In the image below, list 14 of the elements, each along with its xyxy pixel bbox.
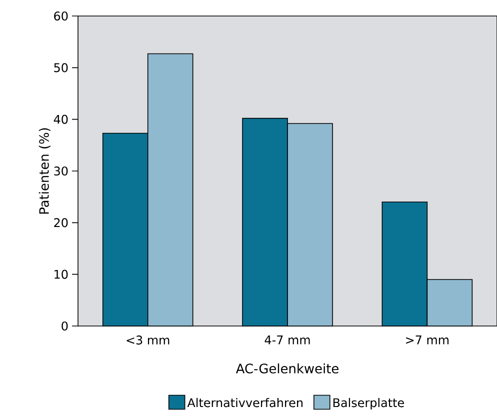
x-axis-title: AC-Gelenkweite [236, 363, 338, 374]
y-tick-label: 60 [54, 11, 68, 21]
y-axis-title: Patienten (%) [38, 128, 50, 214]
y-tick-label: 0 [62, 321, 68, 331]
y-tick-label: 20 [54, 218, 68, 228]
x-tick-label: 4-7 mm [264, 336, 310, 344]
legend-label: Alternativverfahren [187, 398, 302, 408]
y-tick-label: 10 [54, 270, 68, 279]
y-tick-label: 40 [54, 114, 68, 124]
y-tick-label: 30 [54, 166, 68, 176]
x-tick-label: <3 mm [126, 336, 170, 345]
x-tick-label: >7 mm [406, 336, 448, 344]
y-tick-label: 50 [54, 63, 68, 72]
legend-label: Balserplatte [333, 398, 404, 410]
